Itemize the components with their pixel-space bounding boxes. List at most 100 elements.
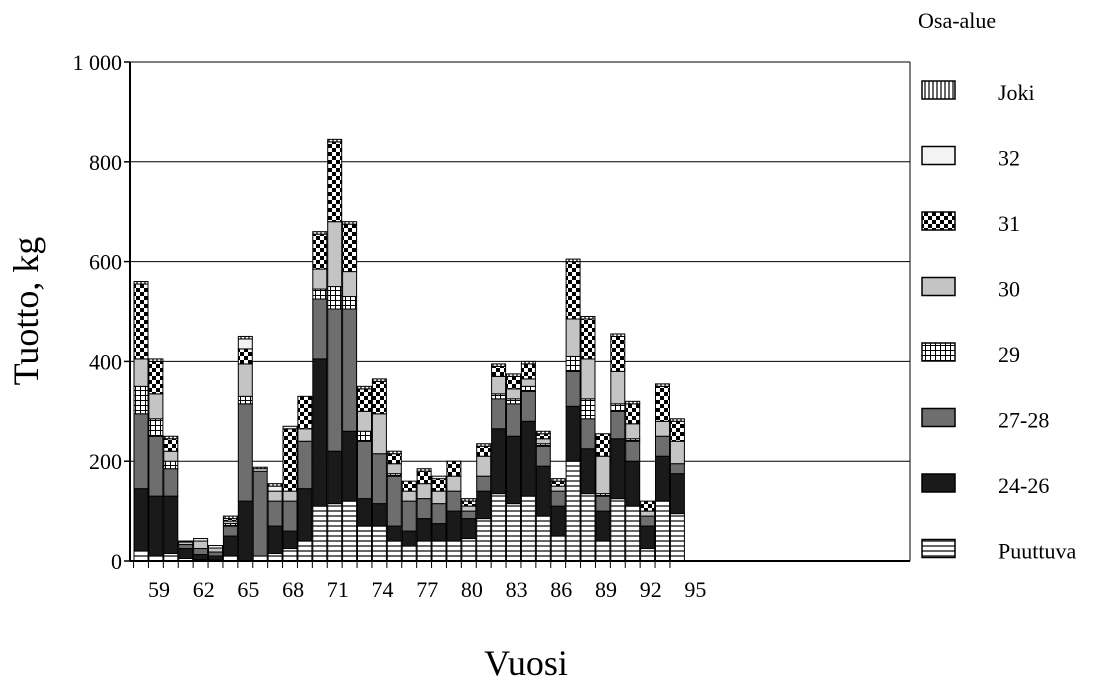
bar-segment-31-77	[401, 480, 417, 492]
bar-segment-joki-87	[550, 478, 566, 482]
y-tick-label: 600	[89, 250, 122, 275]
bar-segment-27-28-78	[416, 498, 432, 520]
bar-segment-31-82	[476, 445, 492, 457]
bar-segment-27-28-69	[282, 500, 298, 532]
bar-segment-32-66	[237, 338, 253, 350]
bar-segment-27-28-72	[327, 308, 343, 452]
bar-segment-joki-71	[312, 231, 328, 235]
bar-segment-24-26-61	[163, 495, 179, 555]
bar-segment-puuttuva-81	[461, 538, 477, 562]
x-tick-label: 92	[640, 577, 662, 602]
bar-segment-27-28-59	[133, 413, 149, 490]
x-tick-label: 86	[550, 577, 572, 602]
legend: Osa-alue Joki 32 31 30 29 27-28 24-26 Puuttuva	[918, 8, 1076, 564]
bar-segment-27-28-91	[610, 410, 626, 440]
bar-segment-29-85	[520, 385, 536, 392]
gridlines	[130, 61, 910, 462]
bar-segment-30-78	[416, 483, 432, 500]
legend-label-32: 32	[998, 146, 1020, 171]
bar-segment-joki-72	[327, 138, 343, 143]
bar-segment-puuttuva-95	[669, 513, 685, 562]
bar-segment-24-26-81	[461, 518, 477, 540]
bar-segment-puuttuva-71	[312, 505, 328, 562]
bar-segment-31-87	[550, 480, 566, 487]
bar-segment-31-89	[580, 318, 596, 360]
x-axis-label: Vuosi	[484, 643, 568, 682]
legend-swatch-31	[921, 211, 956, 231]
bar-segment-24-26-82	[476, 490, 492, 520]
bar-segment-27-28-65	[222, 525, 238, 537]
bar-segment-24-26-72	[327, 450, 343, 505]
bar-segment-30-95	[669, 440, 685, 465]
bar-segment-30-92	[625, 423, 641, 440]
bar-segment-24-26-83	[491, 428, 507, 495]
bar-segment-27-28-61	[163, 468, 179, 497]
bar-segment-30-85	[520, 378, 536, 387]
bar-segment-30-75	[371, 413, 387, 455]
bar-segment-27-28-66	[237, 403, 253, 502]
bar-segment-27-28-87	[550, 490, 566, 507]
bars	[133, 138, 685, 562]
bar-segment-joki-65	[222, 515, 238, 520]
bar-segment-puuttuva-91	[610, 498, 626, 562]
bar-segment-27-28-90	[595, 495, 611, 512]
bar-segment-27-28-67	[252, 470, 268, 557]
legend-swatch-puuttuva	[921, 538, 956, 559]
bar-segment-joki-85	[520, 360, 536, 365]
bar-segment-puuttuva-89	[580, 493, 596, 562]
x-tick-label: 80	[461, 577, 483, 602]
bar-segment-30-87	[550, 485, 566, 492]
legend-swatch-27-28	[921, 407, 956, 428]
bar-segment-joki-62	[178, 540, 194, 543]
bar-segment-24-26-86	[535, 465, 551, 517]
bar-segment-27-28-95	[669, 463, 685, 475]
x-tick-label: 95	[684, 577, 706, 602]
bar-segment-puuttuva-70	[297, 540, 313, 562]
legend-swatch-30	[921, 276, 956, 297]
bar-segment-27-28-88	[565, 370, 581, 407]
bar-segment-30-89	[580, 358, 596, 400]
bar-segment-joki-91	[610, 333, 626, 337]
bar-segment-joki-83	[491, 363, 507, 367]
bar-segment-joki-84	[506, 373, 521, 377]
bar-segment-27-28-74	[357, 440, 372, 500]
bar-segment-puuttuva-75	[371, 525, 387, 562]
axes	[124, 61, 911, 568]
bar-segment-30-63	[193, 540, 209, 550]
bar-segment-joki-81	[461, 498, 477, 502]
legend-label-joki: Joki	[998, 80, 1035, 105]
bar-segment-puuttuva-82	[476, 518, 492, 562]
bar-segment-24-26-93	[640, 525, 656, 550]
bar-segment-joki-68	[267, 483, 283, 487]
bar-segment-30-70	[297, 428, 313, 442]
bar-segment-27-28-60	[148, 435, 164, 497]
bar-segment-30-74	[357, 410, 372, 432]
bar-segment-joki-78	[416, 468, 432, 472]
bar-segment-30-72	[327, 221, 343, 288]
bar-segment-30-83	[491, 375, 507, 395]
bar-segment-32-64	[208, 545, 223, 549]
bar-segment-puuttuva-76	[386, 540, 402, 562]
bar-segment-32-69	[282, 425, 298, 430]
bar-segment-24-26-78	[416, 518, 432, 542]
x-tick-label: 71	[327, 577, 349, 602]
bar-segment-27-28-81	[461, 510, 477, 520]
x-tick-label: 74	[372, 577, 394, 602]
bar-segment-puuttuva-72	[327, 503, 343, 562]
bar-segment-24-26-71	[312, 358, 328, 507]
bar-segment-29-59	[133, 385, 149, 415]
bar-segment-31-93	[640, 500, 656, 512]
bar-segment-29-84	[506, 398, 521, 405]
bar-segment-27-28-73	[342, 308, 358, 432]
bar-segment-puuttuva-84	[506, 503, 521, 562]
bar-segment-27-28-75	[371, 453, 387, 505]
x-tick-labels: 59 62 65 68 71 74 77 80 83 86 89 92 95	[148, 577, 706, 602]
bar-segment-29-72	[327, 286, 343, 310]
legend-label-30: 30	[998, 277, 1020, 302]
bar-segment-31-85	[520, 363, 536, 380]
bar-segment-27-28-62	[178, 544, 194, 550]
x-tick-label: 77	[416, 577, 438, 602]
bar-segment-30-69	[282, 490, 298, 502]
bar-segment-29-91	[610, 403, 626, 412]
bar-segment-puuttuva-92	[625, 505, 641, 562]
